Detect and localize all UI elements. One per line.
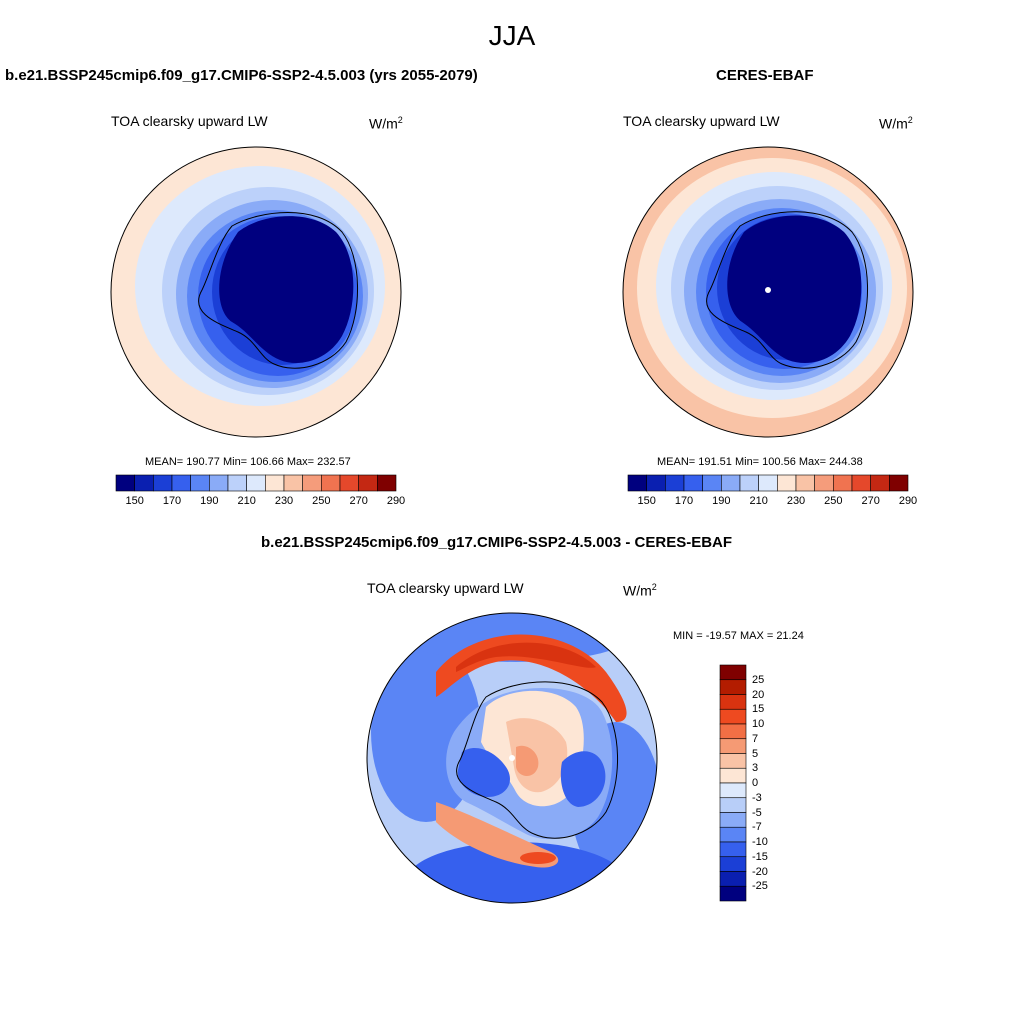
panel-3-colorbar [719,664,747,902]
colorbar-swatch [283,474,303,492]
colorbar-swatch [719,738,747,754]
colorbar-tick-label: 170 [674,495,694,507]
colorbar-swatch [134,474,154,492]
colorbar-tick-label: 250 [824,495,843,507]
colorbar-swatch [246,474,266,492]
colorbar-tick-label: -10 [752,836,768,848]
colorbar-swatch [377,474,397,492]
panel-3-polar-map [366,612,658,904]
colorbar-swatch [719,723,747,740]
colorbar-tick-label: 190 [200,495,219,507]
colorbar-tick-label: 150 [125,495,144,507]
colorbar-swatch [758,474,778,492]
colorbar-swatch [227,474,247,492]
panel-2-units: W/m2 [879,115,913,132]
colorbar-swatch [646,474,666,492]
colorbar-tick-label: -3 [752,791,762,804]
colorbar-tick-label: -15 [752,850,768,863]
colorbar-swatch [833,474,853,492]
colorbar-swatch [665,474,685,492]
colorbar-swatch [339,474,359,492]
colorbar-tick-label: -5 [752,806,762,819]
colorbar-tick-label: 190 [712,495,731,507]
colorbar-swatch [265,474,285,492]
colorbar-tick-label: 150 [637,495,656,507]
colorbar-tick-label: 3 [752,762,759,775]
colorbar-swatch [777,474,797,492]
colorbar-tick-label: 250 [312,495,331,507]
panel-1-units: W/m2 [369,115,403,132]
colorbar-swatch [719,782,747,799]
colorbar-swatch [719,841,747,858]
colorbar-swatch [795,474,815,492]
colorbar-swatch [719,679,747,695]
panel-1-title: b.e21.BSSP245cmip6.f09_g17.CMIP6-SSP2-4.… [5,67,478,84]
colorbar-tick-label: 270 [861,495,880,507]
colorbar-swatch [683,474,703,492]
panel-2-title: CERES-EBAF [716,67,814,84]
colorbar-tick-label: 20 [752,688,765,701]
colorbar-tick-label: 290 [898,495,918,507]
colorbar-tick-label: 7 [752,732,759,745]
panel-2-stats: MEAN= 191.51 Min= 100.56 Max= 244.38 [657,456,863,468]
colorbar-swatch [721,474,741,492]
colorbar-swatch [321,474,341,492]
colorbar-tick-label: 5 [752,747,759,760]
colorbar-swatch [889,474,909,492]
colorbar-swatch [851,474,871,492]
colorbar-swatch [153,474,173,492]
colorbar-swatch [302,474,322,492]
colorbar-tick-label: 230 [786,495,806,507]
colorbar-tick-label: -7 [752,821,762,834]
panel-2-polar-map [622,146,914,438]
colorbar-swatch [719,767,747,784]
colorbar-swatch [870,474,890,492]
colorbar-swatch [719,856,747,872]
colorbar-tick-label: 15 [752,703,765,716]
colorbar-swatch [719,694,747,710]
panel-1-colorbar [115,474,397,492]
colorbar-swatch [719,708,747,725]
colorbar-swatch [627,474,647,492]
panel-3-title: b.e21.BSSP245cmip6.f09_g17.CMIP6-SSP2-4.… [261,534,733,551]
colorbar-swatch [171,474,191,492]
panel-1-stats: MEAN= 190.77 Min= 106.66 Max= 232.57 [145,456,351,468]
colorbar-swatch [814,474,834,492]
colorbar-tick-label: 25 [752,673,765,686]
panel-3-stats: MIN = -19.57 MAX = 21.24 [673,630,804,642]
panel-2-colorbar [627,474,909,492]
colorbar-tick-label: 210 [749,495,768,507]
colorbar-tick-label: 270 [349,495,368,507]
colorbar-swatch [719,871,747,887]
colorbar-swatch [719,753,747,769]
colorbar-tick-label: -20 [752,865,768,878]
colorbar-tick-label: 290 [386,495,406,507]
panel-3-colorbar-labels: 25 20 15 10 7 5 3 0 -3 -5 -7 -10 -15 -20 -25 [752,665,792,901]
colorbar-tick-label: 170 [162,495,182,507]
figure-title: JJA [488,20,536,51]
colorbar-tick-label: 10 [752,718,765,730]
panel-1-polar-map [110,146,402,438]
colorbar-swatch [209,474,229,492]
colorbar-tick-label: 0 [752,777,759,789]
panel-1-variable: TOA clearsky upward LW [111,113,268,129]
panel-2-variable: TOA clearsky upward LW [623,113,780,129]
colorbar-swatch [739,474,759,492]
panel-3-variable: TOA clearsky upward LW [367,580,524,596]
panel-2-colorbar-labels: 150 170 190 210 230 250 270 290 [628,495,917,511]
colorbar-swatch [702,474,722,492]
panel-3-units: W/m2 [623,582,657,599]
colorbar-tick-label: -25 [752,880,768,893]
colorbar-swatch [719,664,747,681]
colorbar-swatch [719,885,747,902]
colorbar-swatch [115,474,135,492]
colorbar-swatch [358,474,378,492]
colorbar-tick-label: 210 [237,495,256,507]
colorbar-swatch [719,812,747,828]
colorbar-swatch [719,826,747,843]
colorbar-tick-label: 230 [274,495,294,507]
colorbar-swatch [190,474,210,492]
panel-1-colorbar-labels: 150 170 190 210 230 250 270 290 [116,495,405,511]
colorbar-swatch [719,797,747,813]
